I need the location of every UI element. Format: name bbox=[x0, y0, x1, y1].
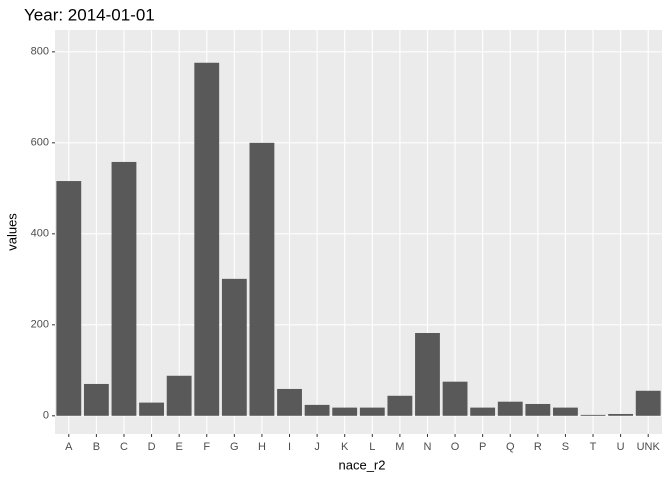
x-tick-label: T bbox=[590, 441, 597, 453]
bar bbox=[387, 395, 413, 416]
x-tick-label: H bbox=[258, 441, 266, 453]
x-tick-label: G bbox=[230, 441, 239, 453]
y-tick-label: 600 bbox=[31, 137, 49, 149]
bar bbox=[635, 390, 661, 416]
bar bbox=[442, 381, 468, 416]
x-axis-title: nace_r2 bbox=[339, 457, 386, 472]
y-tick-label: 0 bbox=[43, 410, 49, 422]
bar bbox=[221, 278, 247, 416]
y-tick-label: 800 bbox=[31, 46, 49, 58]
x-tick-label: A bbox=[65, 441, 73, 453]
x-tick-label: J bbox=[314, 441, 320, 453]
x-tick-label: N bbox=[424, 441, 432, 453]
bar bbox=[56, 181, 82, 416]
x-tick-label: UNK bbox=[637, 441, 661, 453]
bar bbox=[415, 333, 440, 416]
x-tick-label: P bbox=[479, 441, 486, 453]
bar bbox=[83, 383, 109, 416]
bar bbox=[194, 62, 220, 416]
bar bbox=[249, 142, 275, 416]
x-tick-label: Q bbox=[506, 441, 515, 453]
x-tick-label: S bbox=[562, 441, 569, 453]
x-tick-label: E bbox=[175, 441, 182, 453]
bar bbox=[608, 413, 634, 416]
bar bbox=[111, 161, 137, 416]
bar bbox=[166, 375, 192, 416]
bar bbox=[304, 404, 330, 416]
x-tick-label: M bbox=[395, 441, 404, 453]
y-tick-label: 400 bbox=[31, 228, 49, 240]
x-tick-label: K bbox=[341, 441, 349, 453]
bar bbox=[277, 388, 302, 416]
bar bbox=[497, 401, 523, 416]
x-tick-label: I bbox=[288, 441, 291, 453]
x-tick-label: U bbox=[617, 441, 625, 453]
bar bbox=[525, 403, 551, 416]
x-tick-label: R bbox=[534, 441, 542, 453]
x-tick-label: L bbox=[369, 441, 375, 453]
y-tick-label: 200 bbox=[31, 319, 49, 331]
bar bbox=[332, 407, 358, 416]
x-tick-label: B bbox=[93, 441, 100, 453]
x-tick-label: D bbox=[148, 441, 156, 453]
y-axis-title: values bbox=[4, 213, 19, 251]
bar bbox=[139, 402, 164, 416]
bar bbox=[553, 407, 578, 416]
x-tick-label: C bbox=[120, 441, 128, 453]
x-tick-label: O bbox=[451, 441, 460, 453]
bar bbox=[359, 407, 385, 416]
bar bbox=[470, 407, 496, 416]
chart-title: Year: 2014-01-01 bbox=[24, 5, 155, 24]
plot-panel bbox=[55, 30, 662, 434]
x-tick-label: F bbox=[203, 441, 210, 453]
bar bbox=[580, 414, 606, 416]
